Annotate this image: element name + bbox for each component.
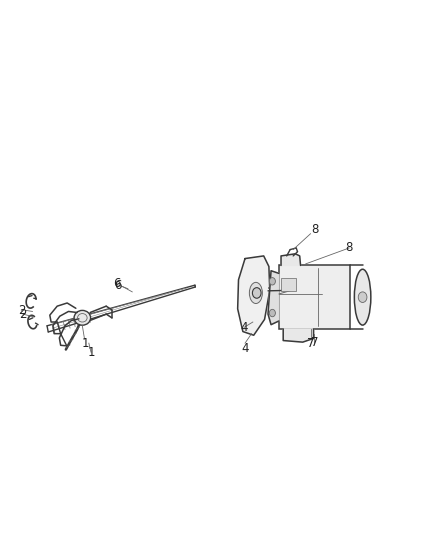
Polygon shape (283, 329, 314, 342)
Circle shape (358, 292, 367, 302)
FancyBboxPatch shape (281, 278, 296, 291)
Circle shape (269, 309, 276, 317)
Ellipse shape (354, 269, 371, 325)
Text: 2: 2 (19, 308, 27, 320)
Text: 7: 7 (311, 336, 318, 349)
Text: 6: 6 (113, 277, 121, 290)
Text: 4: 4 (241, 342, 249, 355)
Text: 1: 1 (87, 346, 95, 359)
Text: 1: 1 (82, 337, 89, 350)
Circle shape (269, 278, 276, 285)
Text: 6: 6 (115, 279, 122, 292)
Polygon shape (238, 256, 270, 335)
FancyBboxPatch shape (279, 265, 350, 329)
Ellipse shape (74, 310, 91, 325)
Ellipse shape (249, 282, 262, 303)
Text: 8: 8 (311, 223, 318, 236)
Circle shape (252, 288, 261, 298)
Polygon shape (281, 254, 300, 265)
Polygon shape (268, 271, 279, 325)
Text: 2: 2 (18, 304, 25, 317)
Text: 8: 8 (346, 241, 353, 254)
Text: 4: 4 (240, 321, 248, 334)
Text: 7: 7 (307, 337, 315, 350)
